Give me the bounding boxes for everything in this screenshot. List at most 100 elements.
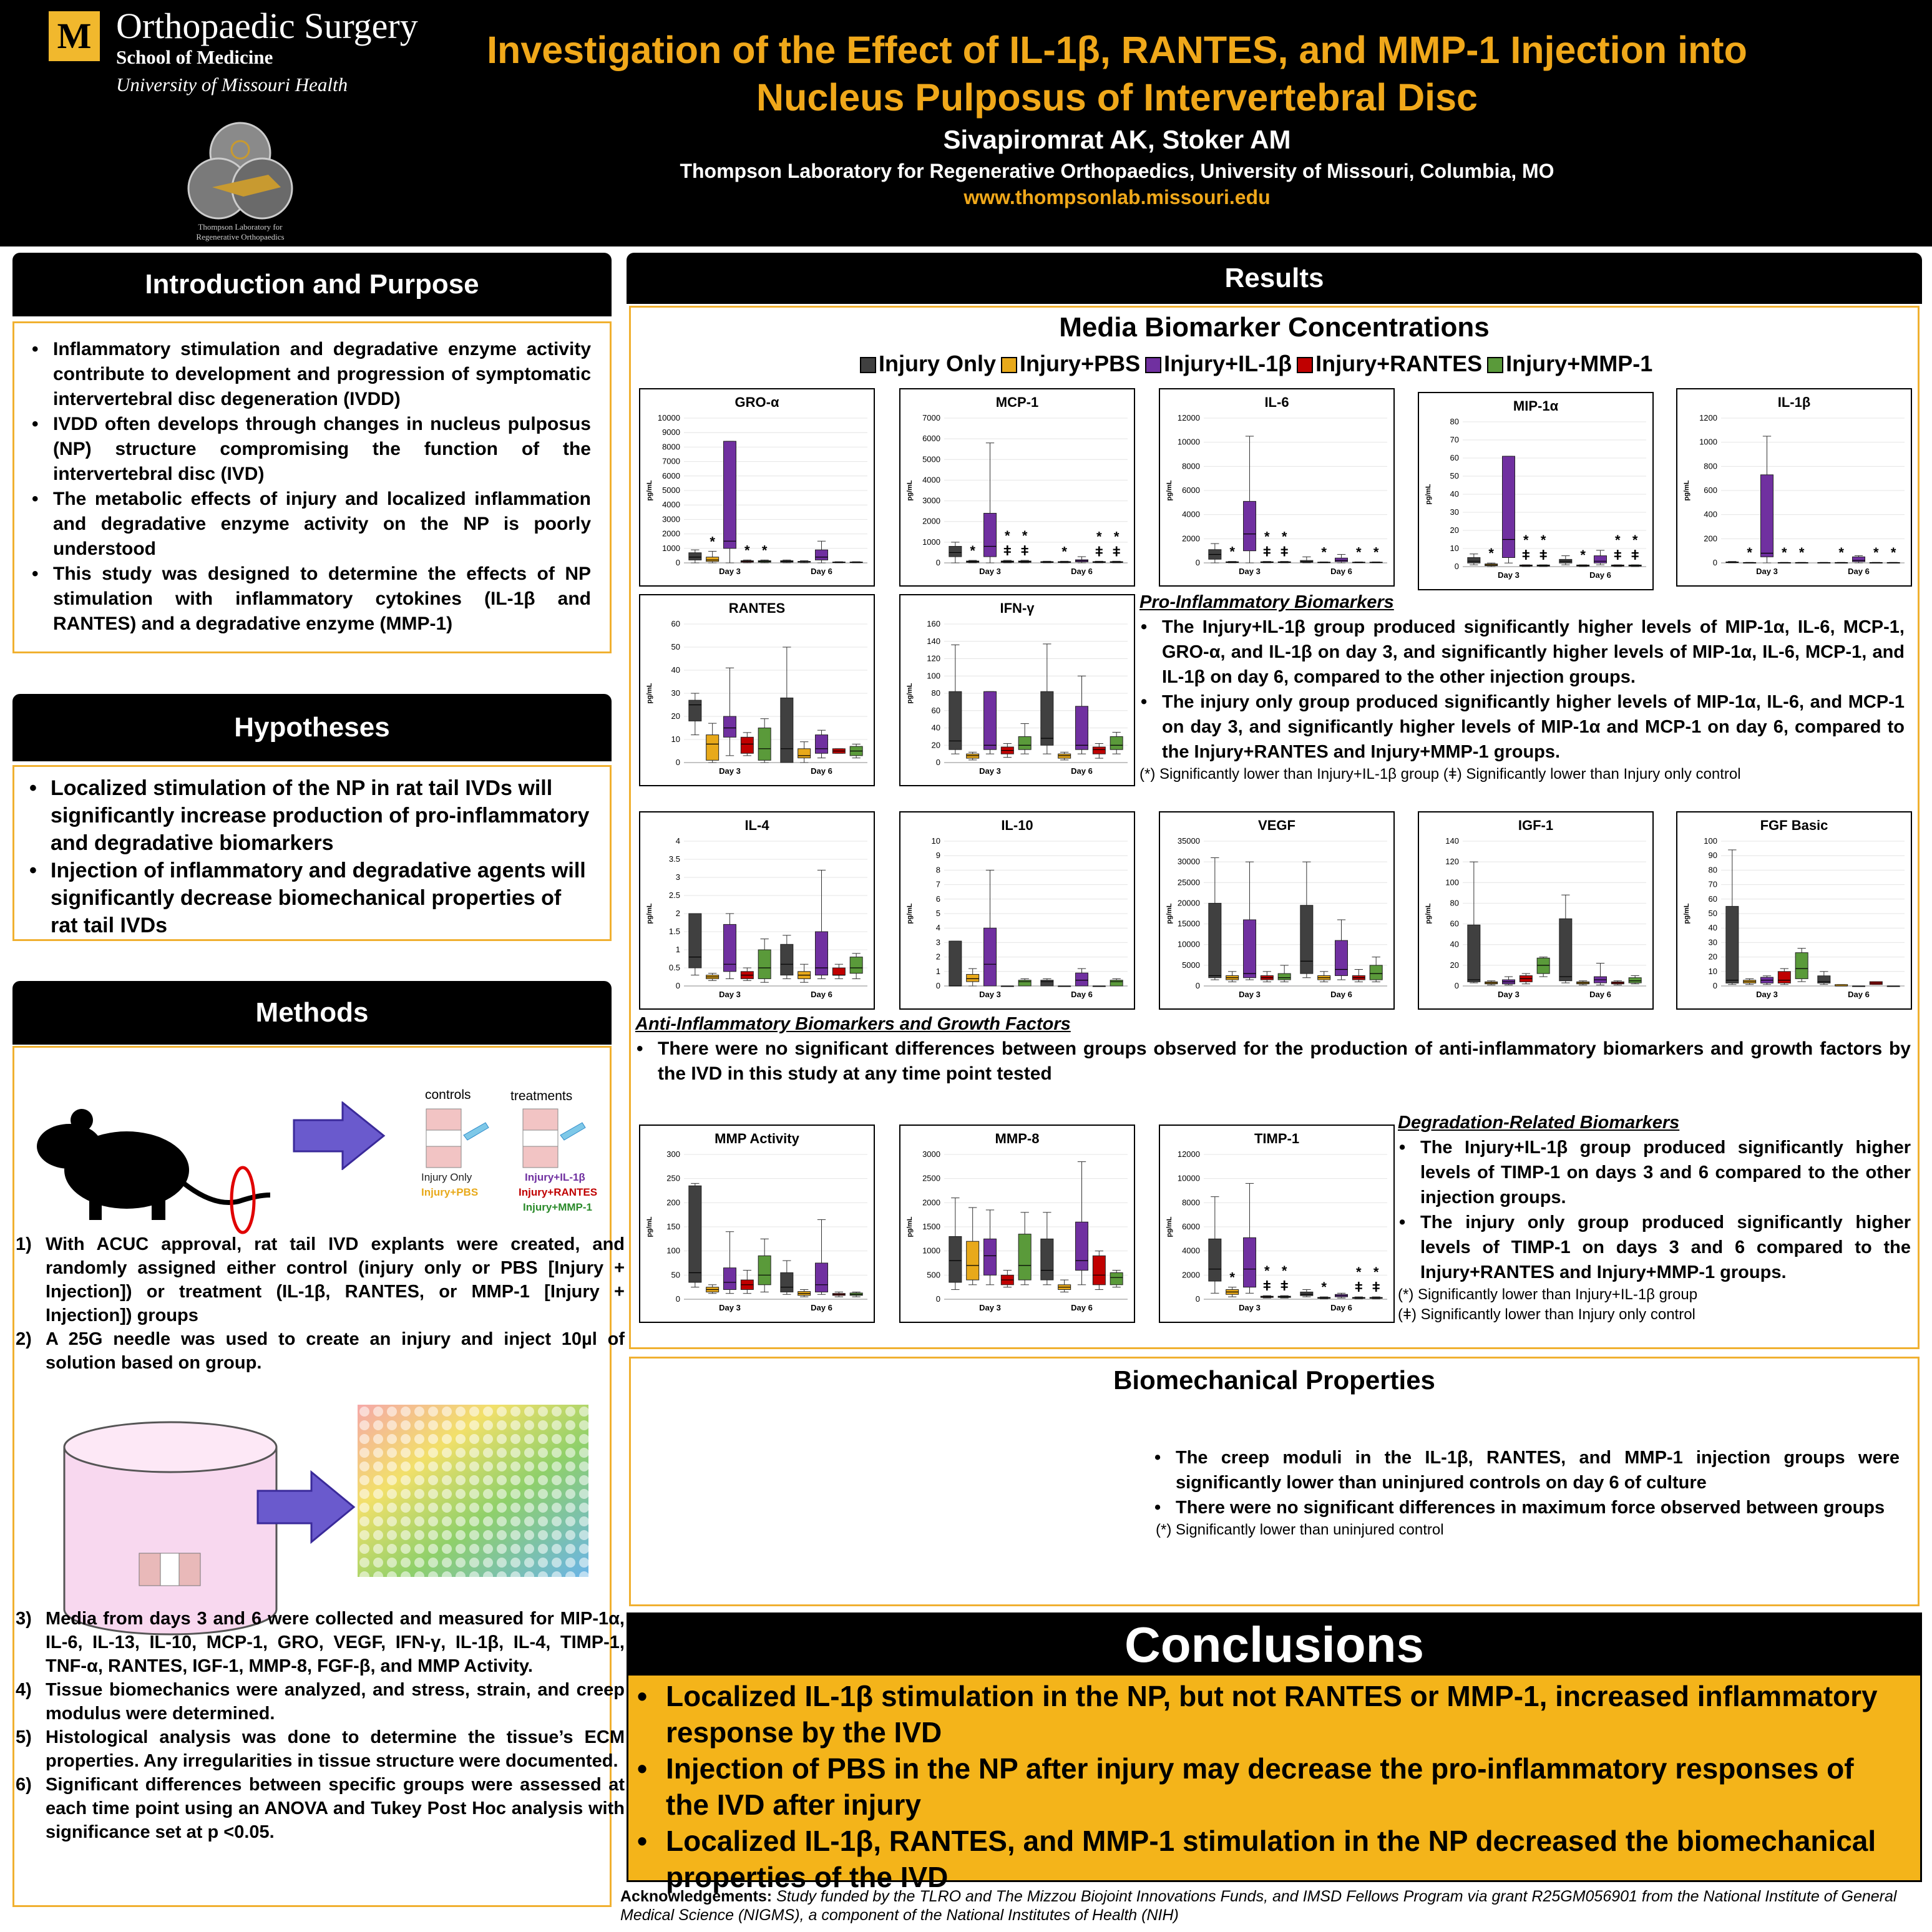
box-mark (723, 924, 736, 972)
method-step: 3) Media from days 3 and 6 were collected… (16, 1607, 625, 1678)
methods-heading: Methods (12, 981, 612, 1045)
degradation-text: Degradation-Related Biomarkers The Injur… (1398, 1111, 1911, 1325)
y-tick-label: 9000 (662, 427, 680, 437)
box-mark (1536, 957, 1550, 974)
box-mark (1208, 1238, 1222, 1282)
chart-5: RANTES pg/mL 0 10 20 30 40 50 60 Day 3 Day 6 (639, 594, 875, 786)
acknowledgements-text: Study funded by the TLRO and The Mizzou … (620, 1888, 1897, 1924)
legend-swatch (1001, 357, 1018, 374)
label-injury-pbs: Injury+PBS (421, 1186, 479, 1198)
y-axis-label: pg/mL (1683, 480, 1690, 500)
y-tick-label: 1000 (922, 1246, 940, 1256)
y-axis-label: pg/mL (906, 480, 914, 500)
conclusions-box: Conclusions Localized IL-1β stimulation … (627, 1612, 1922, 1893)
significance-mark: * (1061, 544, 1067, 559)
legend-swatch (1145, 357, 1162, 374)
y-tick-label: 80 (1450, 898, 1459, 907)
box-mark (1018, 1234, 1032, 1281)
y-tick-label: 1500 (922, 1222, 940, 1231)
y-tick-label: 2 (676, 909, 680, 918)
chart-11: FGF Basic pg/mL 0 10 20 30 40 50 60 70 80 90 100 Day … (1676, 811, 1912, 1010)
significance-mark: * (1615, 532, 1621, 548)
legend-swatch (1297, 357, 1314, 374)
significance-mark: * (1541, 532, 1546, 548)
chart-plot: pg/mL 0 50 100 150 200 250 300 Day 3 Day 6 (646, 1149, 867, 1312)
y-tick-label: 30 (1709, 937, 1717, 947)
box-mark (706, 557, 720, 562)
y-tick-label: 1.5 (669, 927, 680, 936)
y-tick-label: 60 (671, 619, 680, 628)
y-tick-label: 90 (1709, 851, 1717, 860)
y-axis-label: pg/mL (906, 1216, 914, 1237)
significance-mark: * (1005, 528, 1010, 544)
website-link[interactable]: www.thompsonlab.missouri.edu (964, 186, 1271, 208)
significance-mark: ǂ (1113, 544, 1121, 559)
box-mark (966, 753, 980, 759)
biomechanical-note: (*) Significantly lower than uninjured c… (1156, 1521, 1444, 1538)
y-tick-label: 5 (936, 909, 940, 918)
box-mark (688, 552, 702, 560)
chart-plot: pg/mL 0 0.5 1 1.5 2 2.5 3 3.5 4 Day 3 Day 6 (646, 836, 867, 999)
methods-box: controls treatments Injury Only Injury+P… (12, 1046, 625, 1907)
y-tick-label: 60 (1450, 919, 1459, 929)
x-tick-label: Day 3 (979, 1303, 1001, 1312)
x-tick-label: Day 3 (1756, 990, 1778, 999)
legend-label: Injury Only (879, 351, 997, 376)
x-tick-label: Day 6 (1589, 990, 1611, 999)
box-mark (798, 748, 811, 759)
y-axis-label: pg/mL (1166, 903, 1173, 924)
box-mark (1075, 1221, 1088, 1271)
chart-plot: pg/mL020004000600080001000012000**ǂ*ǂDay… (1166, 413, 1387, 576)
box-mark (832, 967, 846, 976)
y-tick-label: 10000 (1178, 437, 1200, 447)
x-tick-label: Day 6 (1589, 570, 1611, 580)
box-mark (1777, 971, 1791, 983)
y-tick-label: 30 (671, 688, 680, 698)
treatments-label: treatments (510, 1089, 573, 1103)
ivd-treatment-icon (522, 1108, 586, 1168)
chart-title: MMP Activity (715, 1131, 799, 1146)
significance-mark: * (1356, 1264, 1362, 1280)
method-step: 6) Significant differences between specif… (16, 1773, 625, 1844)
x-tick-label: Day 6 (1330, 567, 1352, 576)
box-mark (983, 927, 997, 987)
y-tick-label: 1 (676, 945, 680, 954)
method-step: 5) Histological analysis was done to dete… (16, 1725, 625, 1773)
chart-3: MIP-1α pg/mL 0 10 20 30 40 50 60 70 80 * * ǂ * ǂ Day 3 * *… (1418, 392, 1654, 590)
step-number: 2) (16, 1329, 32, 1349)
y-tick-label: 8 (936, 865, 940, 874)
chart-title: IGF-1 (1518, 817, 1554, 833)
x-tick-label: Day 6 (1071, 766, 1093, 776)
y-axis-label: pg/mL (1425, 484, 1432, 504)
box-mark (1335, 557, 1348, 562)
y-tick-label: 200 (1704, 534, 1717, 543)
lab-logo-icon (187, 122, 293, 220)
y-tick-label: 10 (671, 734, 680, 744)
y-tick-label: 70 (1709, 880, 1717, 889)
pro-inflammatory-bullets: The Injury+IL-1β group produced signific… (1139, 615, 1905, 764)
y-tick-label: 7000 (662, 457, 680, 466)
significance-mark: * (1747, 545, 1752, 560)
y-tick-label: 120 (1445, 857, 1459, 866)
box-mark (706, 734, 720, 761)
box-mark (1594, 555, 1607, 564)
y-axis-label: pg/mL (1166, 1216, 1173, 1237)
box-mark (1018, 736, 1032, 750)
list-item: The injury only group produced significa… (1141, 690, 1905, 764)
pro-inflammatory-text: Pro-Inflammatory Biomarkers The Injury+I… (1139, 590, 1905, 784)
list-item: Injection of inflammatory and degradativ… (29, 857, 591, 939)
significance-mark: * (1891, 545, 1896, 560)
chart-plot: pg/mL 0 5000 10000 15000 20000 25000 30000 35000… (1166, 836, 1387, 999)
y-tick-label: 80 (1450, 417, 1459, 426)
y-axis-label: pg/mL (646, 1216, 653, 1237)
method-step: 4) Tissue biomechanics were analyzed, and… (16, 1678, 625, 1725)
y-tick-label: 1200 (1699, 413, 1717, 422)
x-tick-label: Day 3 (719, 766, 741, 776)
y-tick-label: 10 (1709, 967, 1717, 976)
chart-9: VEGF pg/mL 0 5000 10000 15000 20000 25000 30000 3… (1159, 811, 1395, 1010)
chart-plot: pg/mL 0 10 20 30 40 50 60 70 80 90 100 Day 3 Day 6 (1683, 836, 1905, 999)
box-mark (1300, 905, 1314, 974)
box-mark (1817, 975, 1831, 983)
x-tick-label: Day 3 (1498, 990, 1520, 999)
list-item: The Injury+IL-1β group produced signific… (1399, 1135, 1911, 1210)
